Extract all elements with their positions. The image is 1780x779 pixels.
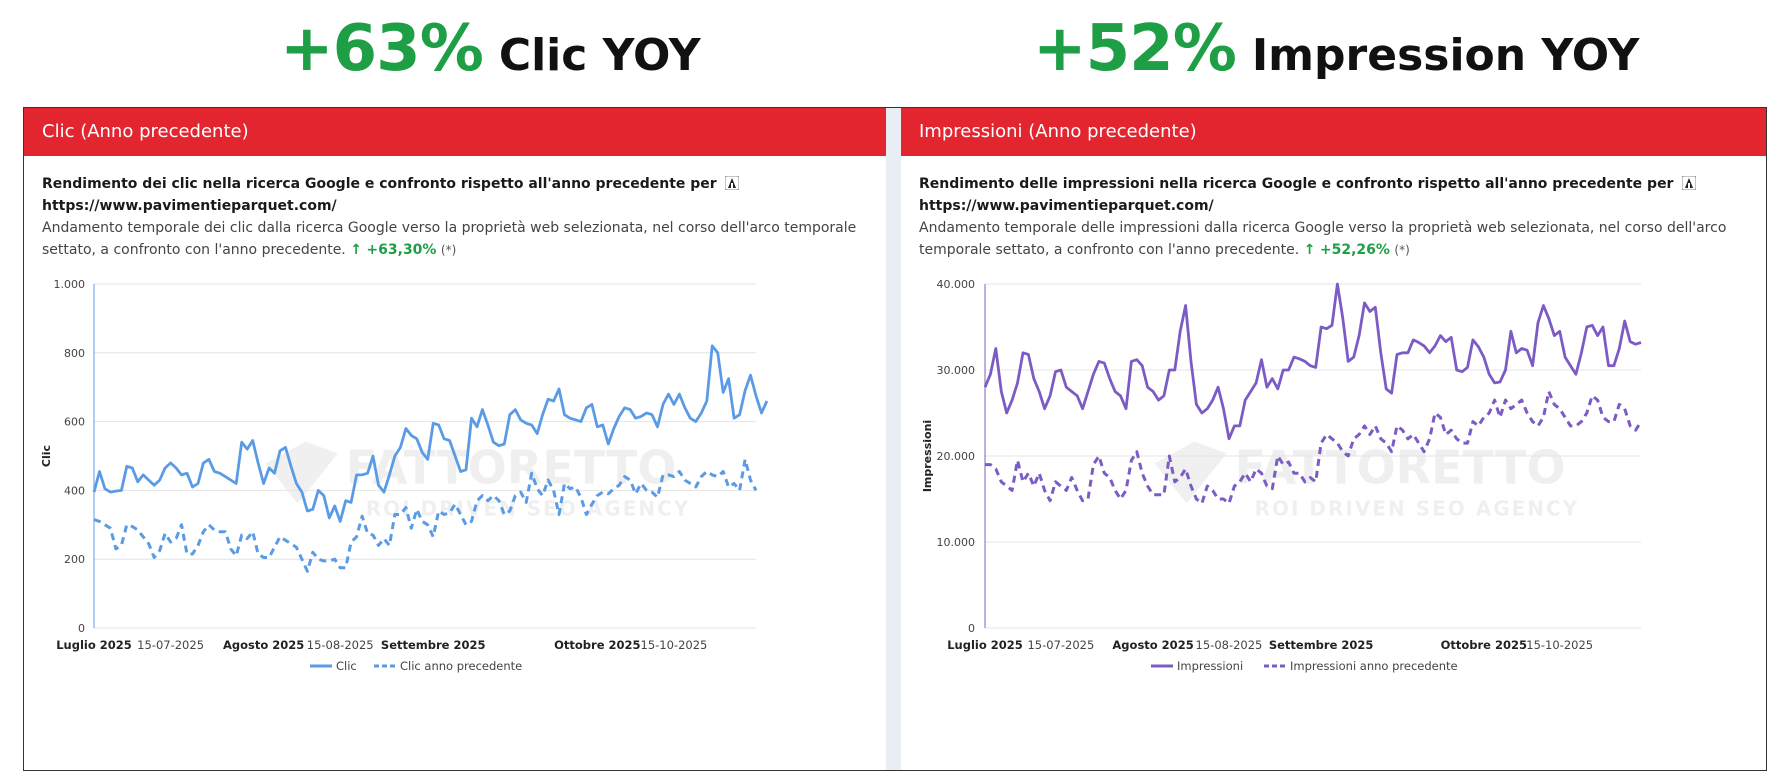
panel-divider (886, 108, 901, 770)
watermark-brand: FATTORETTO (1235, 441, 1566, 495)
x-tick-label: Agosto 2025 (1112, 638, 1193, 652)
clic-desc-text: Andamento temporale dei clic dalla ricer… (42, 220, 857, 258)
x-tick-label: Ottobre 2025 (1441, 638, 1527, 652)
clic-panel-header: Clic (Anno precedente) (24, 108, 886, 156)
x-tick-label: 15-07-2025 (1027, 638, 1094, 652)
impressioni-panel-header: Impressioni (Anno precedente) (901, 108, 1766, 156)
x-tick-label: Settembre 2025 (381, 638, 486, 652)
chart-legend: Clic Clic anno precedente (310, 659, 522, 673)
impressioni-description: Rendimento delle impressioni nella ricer… (919, 173, 1749, 261)
clic-delta: +63,30% (366, 242, 437, 258)
y-tick-label: 400 (64, 484, 85, 497)
series-line-previous-year (93, 457, 758, 573)
x-tick-label: 15-08-2025 (1196, 638, 1263, 652)
series-line-previous-year (985, 390, 1643, 505)
watermark-tagline: ROI DRIVEN SEO AGENCY (1255, 497, 1580, 521)
chart-legend: Impressioni Impressioni anno precedente (1151, 659, 1458, 673)
impressioni-url: https://www.pavimentieparquet.com/ (919, 198, 1214, 214)
up-arrow-icon: ↑ (350, 242, 362, 258)
y-tick-label: 20.000 (937, 450, 976, 463)
x-tick-label: Agosto 2025 (223, 638, 304, 652)
impressioni-footnote-mark: (*) (1394, 243, 1410, 257)
clic-description: Rendimento dei clic nella ricerca Google… (42, 173, 872, 261)
x-tick-label: Settembre 2025 (1269, 638, 1374, 652)
legend-label: Impressioni anno precedente (1290, 659, 1458, 673)
series-line-current (983, 282, 1642, 441)
y-tick-label: 30.000 (937, 364, 976, 377)
impressioni-desc-text: Andamento temporale delle impressioni da… (919, 220, 1727, 258)
legend-label: Clic (336, 659, 357, 673)
clic-panel: Clic (Anno precedente) Rendimento dei cl… (24, 108, 886, 770)
clic-title: Rendimento dei clic nella ricerca Google… (42, 176, 717, 192)
impressioni-title: Rendimento delle impressioni nella ricer… (919, 176, 1674, 192)
x-tick-label: 15-07-2025 (137, 638, 204, 652)
y-axis-label: Clic (40, 445, 53, 467)
headline-impression-label: Impression YOY (1251, 30, 1640, 81)
report-frame: Clic (Anno precedente) Rendimento dei cl… (23, 107, 1767, 771)
watermark-logo-icon (265, 441, 338, 504)
headline-clic-label: Clic YOY (498, 30, 701, 81)
y-tick-label: 200 (64, 553, 85, 566)
x-tick-label: Ottobre 2025 (554, 638, 640, 652)
x-tick-label: 15-10-2025 (1526, 638, 1593, 652)
y-tick-label: 1.000 (54, 278, 86, 291)
x-tick-label: 15-10-2025 (641, 638, 708, 652)
watermark-brand: FATTORETTO (346, 441, 677, 495)
site-favicon-icon (1681, 176, 1696, 190)
x-tick-label: 15-08-2025 (307, 638, 374, 652)
headline-clic-yoy: +63% Clic YOY (280, 12, 701, 92)
headline-impression-percent: +52% (1033, 12, 1237, 86)
legend-label: Clic anno precedente (400, 659, 522, 673)
up-arrow-icon: ↑ (1303, 242, 1316, 258)
headline-impression-yoy: +52% Impression YOY (1033, 12, 1639, 92)
x-tick-label: Luglio 2025 (947, 638, 1023, 652)
legend-label: Impressioni (1177, 659, 1243, 673)
y-tick-label: 800 (64, 347, 85, 360)
y-tick-label: 600 (64, 416, 85, 429)
impressioni-panel: Impressioni (Anno precedente) Rendimento… (901, 108, 1766, 770)
y-tick-label: 0 (78, 622, 85, 635)
x-tick-label: Luglio 2025 (56, 638, 132, 652)
clic-footnote-mark: (*) (440, 243, 457, 257)
clic-url: https://www.pavimentieparquet.com/ (42, 198, 337, 214)
watermark-logo-icon (1154, 441, 1227, 504)
site-favicon-icon (725, 176, 740, 190)
series-line-current (92, 344, 769, 523)
headline-clic-percent: +63% (280, 12, 484, 86)
y-tick-label: 10.000 (937, 536, 976, 549)
y-tick-label: 40.000 (937, 278, 976, 291)
impressioni-delta: +52,26% (1319, 242, 1390, 258)
y-axis-label: Impressioni (921, 420, 934, 492)
y-tick-label: 0 (968, 622, 975, 635)
